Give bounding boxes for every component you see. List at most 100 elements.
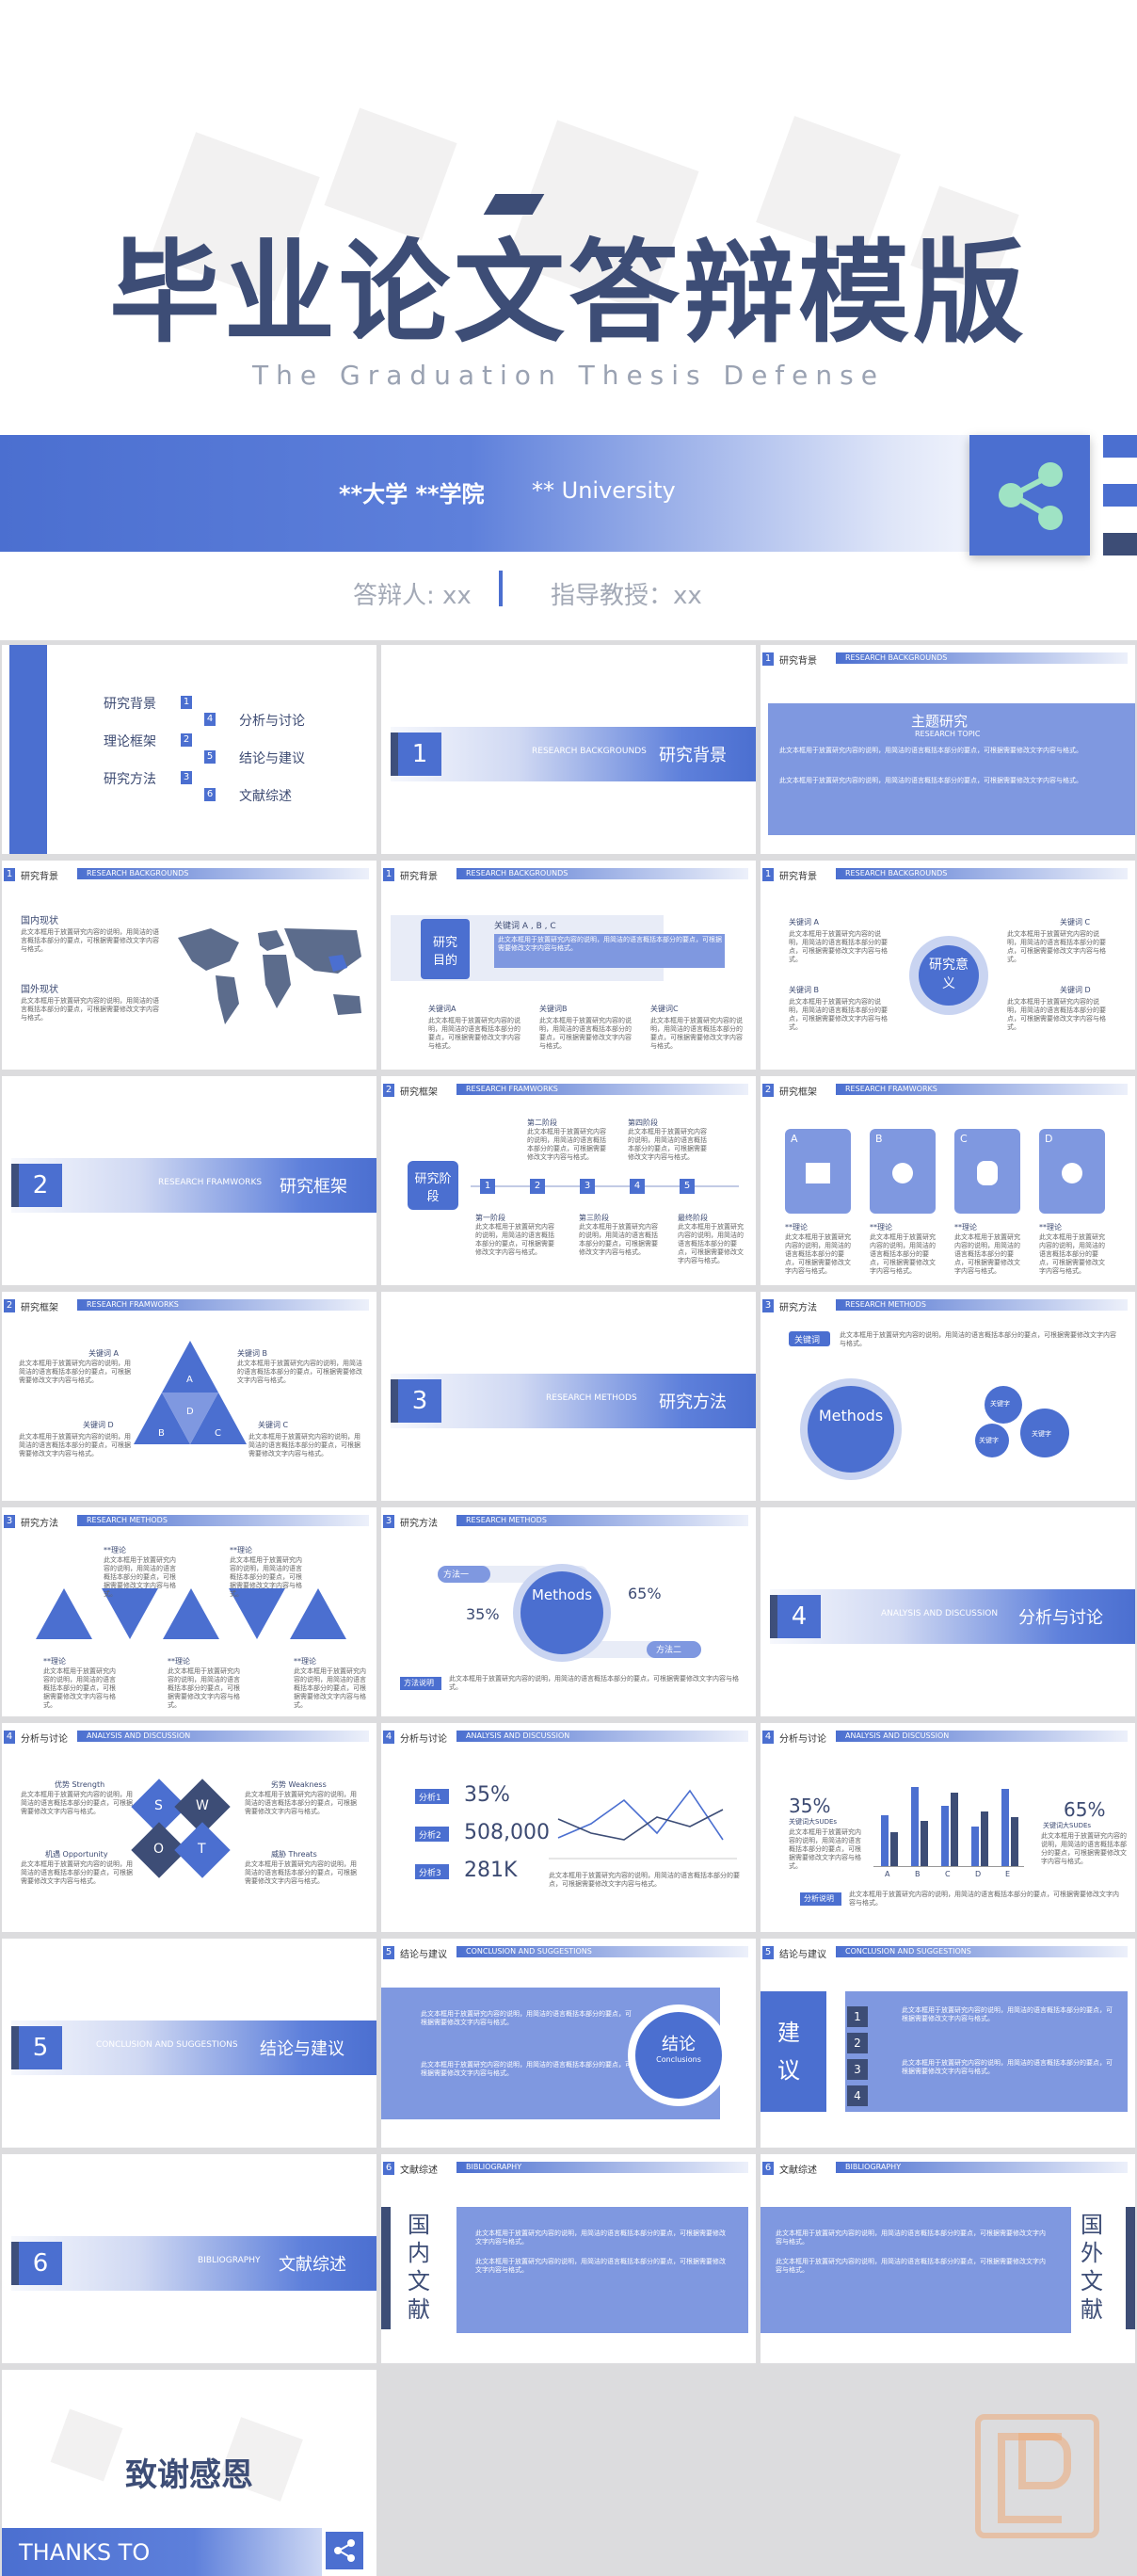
swot-letter: S xyxy=(154,1798,163,1813)
card-label: **理论 xyxy=(870,1223,892,1232)
line-chart xyxy=(549,1789,737,1860)
method-text: 此文本框用于放置研究内容的说明，用简洁的语言概括本部分的要点，可根据需要修改文字… xyxy=(104,1556,176,1598)
research-meaning-slide: 1 研究背景 RESEARCH BACKGROUNDS 研究意义 关键词 A 关… xyxy=(761,861,1135,1070)
section-slide-1: 1 RESEARCH BACKGROUNDS 研究背景 xyxy=(381,645,756,854)
research-purpose-slide: 1 研究背景 RESEARCH BACKGROUNDS 研究目的 关键词 A ,… xyxy=(381,861,756,1070)
tri-letter: A xyxy=(186,1375,193,1385)
toc-item-4[interactable]: 分析与讨论 xyxy=(239,714,305,729)
method-triangles xyxy=(36,1588,346,1639)
method-label: **理论 xyxy=(104,1546,126,1554)
section-zh: 分析与讨论 xyxy=(1018,1608,1103,1628)
share-button-small[interactable] xyxy=(326,2532,363,2569)
biblio-entry: 此文本框用于放置研究内容的说明，用简洁的语言概括本部分的要点，可根据需要修改文字… xyxy=(475,2230,726,2246)
stat-value-1: 35% xyxy=(464,1783,510,1807)
foreign-label: 国外现状 xyxy=(21,985,58,995)
toc-item-3[interactable]: 研究方法 xyxy=(104,772,156,787)
header-tag: CONCLUSION AND SUGGESTIONS xyxy=(456,1946,748,1957)
header-title: 研究方法 xyxy=(400,1519,438,1529)
header-title: 研究方法 xyxy=(21,1519,58,1529)
keyword-b: 关键词B xyxy=(539,1005,568,1013)
toc-item-1[interactable]: 研究背景 xyxy=(104,697,156,712)
keyword-d: 关键词 D xyxy=(1060,986,1091,994)
keyword-b: 关键词 B xyxy=(237,1349,268,1358)
watermark-logo-icon xyxy=(975,2414,1099,2538)
thanks-title: 致谢感恩 xyxy=(125,2456,253,2494)
toc-item-5[interactable]: 结论与建议 xyxy=(239,751,305,766)
header-tag: RESEARCH METHODS xyxy=(77,1515,369,1526)
section-en: ANALYSIS AND DISCUSSION xyxy=(881,1609,999,1618)
pin-icon xyxy=(1062,1163,1082,1183)
stages-label: 研究阶段 xyxy=(414,1172,452,1204)
bar-right-text: 此文本框用于放置研究内容的说明，用简洁的语言概括本部分的要点，可根据需要修改文字… xyxy=(1041,1832,1127,1865)
chart-note: 此文本框用于放置研究内容的说明，用简洁的语言概括本部分的要点，可根据需要修改文字… xyxy=(549,1872,740,1888)
keyword-text: 此文本框用于放置研究内容的说明，用简洁的语言概括本部分的要点，可根据需要修改文字… xyxy=(650,1017,743,1050)
swot-text: 此文本框用于放置研究内容的说明，用简洁的语言概括本部分的要点，可根据需要修改文字… xyxy=(21,1860,133,1885)
method-text: 此文本框用于放置研究内容的说明，用简洁的语言概括本部分的要点，可根据需要修改文字… xyxy=(294,1667,366,1709)
keyword-text: 此文本框用于放置研究内容的说明，用简洁的语言概括本部分的要点，可根据需要修改文字… xyxy=(1007,998,1106,1031)
world-map-slide: 1 研究背景 RESEARCH BACKGROUNDS 国内现状 此文本框用于放… xyxy=(2,861,376,1070)
bar-cat: D xyxy=(975,1870,982,1878)
swot-letter: W xyxy=(196,1798,209,1813)
section-number: 3 xyxy=(398,1379,441,1423)
header-title: 分析与讨论 xyxy=(21,1734,68,1745)
tri-letter: D xyxy=(186,1407,194,1417)
opportunity-label: 机遇 Opportunity xyxy=(45,1850,108,1859)
share-button[interactable] xyxy=(969,435,1090,555)
header-title: 分析与讨论 xyxy=(779,1734,826,1745)
section-slide-5: 5 CONCLUSION AND SUGGESTIONS 结论与建议 xyxy=(2,1939,376,2148)
header-title: 研究背景 xyxy=(779,872,817,882)
methods-title: Methods xyxy=(818,1407,884,1425)
section-en: RESEARCH BACKGROUNDS xyxy=(532,747,647,756)
swot-letter: T xyxy=(198,1842,206,1857)
tri-letter: B xyxy=(158,1428,165,1439)
weakness-label: 劣势 Weakness xyxy=(271,1780,327,1789)
suggest-num: 4 xyxy=(847,2085,868,2106)
header-tag: BIBLIOGRAPHY xyxy=(456,2162,748,2173)
header-tag: ANALYSIS AND DISCUSSION xyxy=(77,1731,369,1742)
card-label: **理论 xyxy=(785,1223,808,1232)
method-label: **理论 xyxy=(43,1657,66,1666)
share-icon xyxy=(334,2539,355,2562)
section-en: CONCLUSION AND SUGGESTIONS xyxy=(96,2040,238,2050)
header-num: 3 xyxy=(383,1515,394,1528)
domestic-biblio-slide: 6 文献综述 BIBLIOGRAPHY 国内文献 此文本框用于放置研究内容的说明… xyxy=(381,2154,756,2363)
suggest-char-2: 议 xyxy=(777,2057,800,2084)
title-slide: 毕业论文答辩模版 The Graduation Thesis Defense *… xyxy=(0,0,1137,640)
header-num: 2 xyxy=(4,1299,15,1312)
keyword-a: 关键词 A xyxy=(789,918,820,926)
header-title: 文献综述 xyxy=(400,2165,438,2176)
card-text: 此文本框用于放置研究内容的说明，用简洁的语言概括本部分的要点，可根据需要修改文字… xyxy=(870,1233,936,1275)
section-slide-4: 4 ANALYSIS AND DISCUSSION 分析与讨论 xyxy=(761,1507,1135,1716)
stage-2-label: 第二阶段 xyxy=(527,1119,557,1127)
swot-text: 此文本框用于放置研究内容的说明，用简洁的语言概括本部分的要点，可根据需要修改文字… xyxy=(245,1791,357,1815)
bar-right-value: 65% xyxy=(1064,1798,1106,1821)
bar-right-caption: 关键词大SUDEs xyxy=(1043,1822,1092,1829)
section-slide-2: 2 RESEARCH FRAMWORKS 研究框架 xyxy=(2,1076,376,1285)
toc-item-6[interactable]: 文献综述 xyxy=(239,789,292,804)
stage-text: 此文本框用于放置研究内容的说明，用简洁的语言概括本部分的要点，可根据需要修改文字… xyxy=(628,1128,707,1161)
section-slide-6: 6 BIBLIOGRAPHY 文献综述 xyxy=(2,2154,376,2363)
card-label: **理论 xyxy=(954,1223,977,1232)
header-tag: RESEARCH METHODS xyxy=(836,1299,1128,1311)
stat-value-3: 281K xyxy=(464,1859,518,1882)
stage-text: 此文本框用于放置研究内容的说明，用简洁的语言概括本部分的要点，可根据需要修改文字… xyxy=(475,1223,554,1256)
suggestion-slide: 5 结论与建议 CONCLUSION AND SUGGESTIONS 建 议 1… xyxy=(761,1939,1135,2148)
header-tag: BIBLIOGRAPHY xyxy=(836,2162,1128,2173)
stat-label-3: 分析3 xyxy=(419,1869,441,1878)
keyword-text: 此文本框用于放置研究内容的说明，用简洁的语言概括本部分的要点，可根据需要修改文字… xyxy=(789,930,888,963)
toc-item-2[interactable]: 理论框架 xyxy=(104,734,156,749)
header-tag: RESEARCH METHODS xyxy=(456,1515,748,1526)
swot-letter: O xyxy=(153,1842,165,1857)
bar-cat: B xyxy=(915,1870,921,1878)
biblio-entry: 此文本框用于放置研究内容的说明，用简洁的语言概括本部分的要点，可根据需要修改文字… xyxy=(776,2258,1046,2274)
stat-label-1: 分析1 xyxy=(419,1794,441,1803)
header-title: 研究背景 xyxy=(21,872,58,882)
suggest-num: 1 xyxy=(847,2006,868,2027)
domestic-text: 此文本框用于放置研究内容的说明，用简洁的语言概括本部分的要点，可根据需要修改文字… xyxy=(21,928,159,953)
section-en: RESEARCH METHODS xyxy=(546,1393,637,1403)
foreign-biblio-slide: 6 文献综述 BIBLIOGRAPHY 此文本框用于放置研究内容的说明，用简洁的… xyxy=(761,2154,1135,2363)
conclusion-slide: 5 结论与建议 CONCLUSION AND SUGGESTIONS 此文本框用… xyxy=(381,1939,756,2148)
stage-num: 1 xyxy=(480,1179,495,1194)
method-note: 此文本框用于放置研究内容的说明，用简洁的语言概括本部分的要点，可根据需要修改文字… xyxy=(449,1675,739,1691)
section-slide-3: 3 RESEARCH METHODS 研究方法 xyxy=(381,1292,756,1501)
